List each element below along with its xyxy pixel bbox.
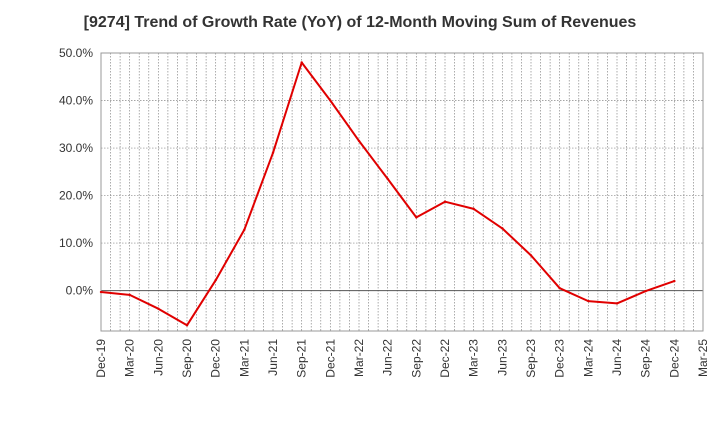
data-point — [329, 99, 332, 102]
x-tick-label: Jun-20 — [151, 339, 165, 376]
y-tick-label: 40.0% — [59, 94, 93, 108]
x-tick-label: Dec-24 — [667, 339, 681, 378]
x-tick-label: Dec-20 — [209, 339, 223, 378]
series — [99, 61, 676, 327]
data-point — [558, 287, 561, 290]
x-tick-label: Mar-20 — [123, 339, 137, 377]
x-tick-label: Jun-21 — [266, 339, 280, 376]
y-tick-label: 50.0% — [59, 46, 93, 60]
data-point — [99, 290, 103, 294]
data-point — [128, 293, 131, 297]
data-point — [501, 227, 504, 230]
x-tick-label: Mar-24 — [581, 339, 595, 377]
axes — [100, 52, 704, 332]
data-point — [386, 177, 389, 181]
data-point — [157, 307, 160, 310]
x-tick-label: Sep-23 — [524, 339, 538, 378]
data-point — [415, 216, 418, 219]
data-point — [673, 279, 676, 283]
x-tick-label: Mar-23 — [467, 339, 481, 377]
grid — [101, 52, 703, 331]
y-tick-label: 30.0% — [59, 141, 93, 155]
x-tick-label: Jun-23 — [495, 339, 509, 376]
plot-frame — [100, 52, 704, 332]
x-tick-label: Dec-22 — [438, 339, 452, 378]
x-tick-label: Jun-24 — [610, 339, 624, 376]
x-tick-label: Sep-22 — [409, 339, 423, 378]
data-point — [529, 254, 533, 257]
data-point — [472, 207, 475, 211]
data-point — [271, 151, 275, 154]
x-tick-label: Sep-24 — [639, 339, 653, 378]
x-tick-label: Sep-20 — [180, 339, 194, 378]
data-point — [214, 278, 217, 282]
x-tick-label: Dec-21 — [323, 339, 337, 378]
data-point — [443, 200, 447, 203]
x-tick-label: Dec-23 — [553, 339, 567, 378]
x-tick-label: Dec-19 — [94, 339, 108, 378]
chart-title: [9274] Trend of Growth Rate (YoY) of 12-… — [83, 14, 637, 31]
x-tick-label: Jun-22 — [381, 339, 395, 376]
data-point — [615, 302, 619, 305]
x-tick-label: Sep-21 — [295, 339, 309, 378]
y-tick-label: 0.0% — [66, 284, 94, 298]
data-point — [587, 299, 590, 303]
data-point — [300, 61, 303, 64]
y-tick-label: 20.0% — [59, 189, 93, 203]
data-point — [357, 139, 361, 143]
data-point — [644, 289, 647, 293]
x-tick-label: Mar-25 — [696, 339, 710, 377]
x-tick-label: Mar-22 — [352, 339, 366, 377]
data-point — [185, 324, 189, 327]
x-tick-labels: Dec-19 Mar-20 Jun-20 Sep-20 Dec-20 Mar-21 Jun-… — [94, 339, 710, 378]
y-tick-label: 10.0% — [59, 236, 93, 250]
x-tick-label: Mar-21 — [237, 339, 251, 377]
y-tick-labels: 0.0% 10.0% 20.0% 30.0% 40.0% 50.0% — [59, 46, 93, 298]
data-point — [243, 228, 246, 231]
